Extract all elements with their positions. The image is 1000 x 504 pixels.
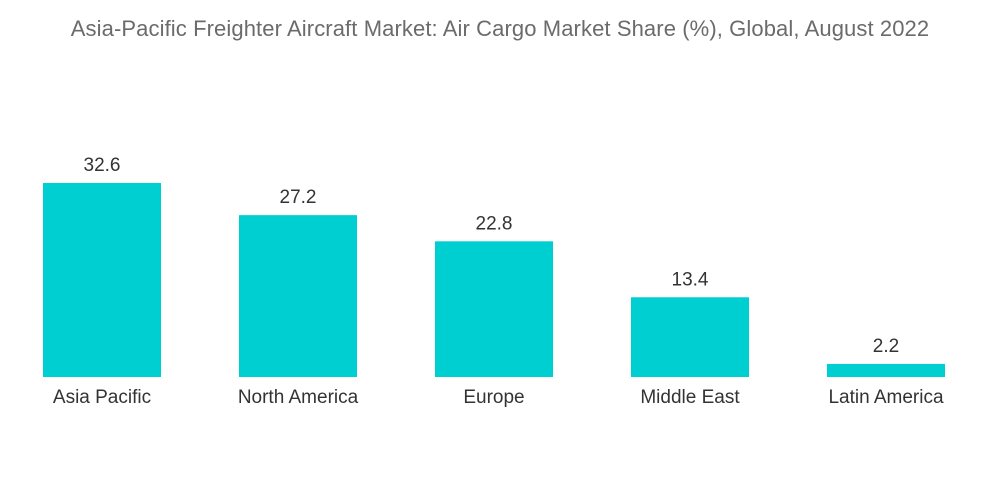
bar-latin-america [827,363,945,377]
tick-label-north-america: North America [238,387,359,408]
tick-label-asia-pacific: Asia Pacific [53,387,151,408]
value-label-north-america: 27.2 [280,187,317,208]
chart-title: Asia-Pacific Freighter Aircraft Market: … [70,16,930,41]
value-label-latin-america: 2.2 [873,336,899,357]
tick-label-latin-america: Latin America [828,387,944,408]
value-label-europe: 22.8 [476,213,513,234]
tick-label-middle-east: Middle East [640,387,740,408]
bar-europe [435,241,553,377]
value-label-middle-east: 13.4 [672,269,709,290]
bar-asia-pacific [43,183,161,377]
bar-north-america [239,215,357,377]
value-label-asia-pacific: 32.6 [84,155,121,176]
tick-label-europe: Europe [463,387,524,408]
bar-middle-east [631,297,749,377]
